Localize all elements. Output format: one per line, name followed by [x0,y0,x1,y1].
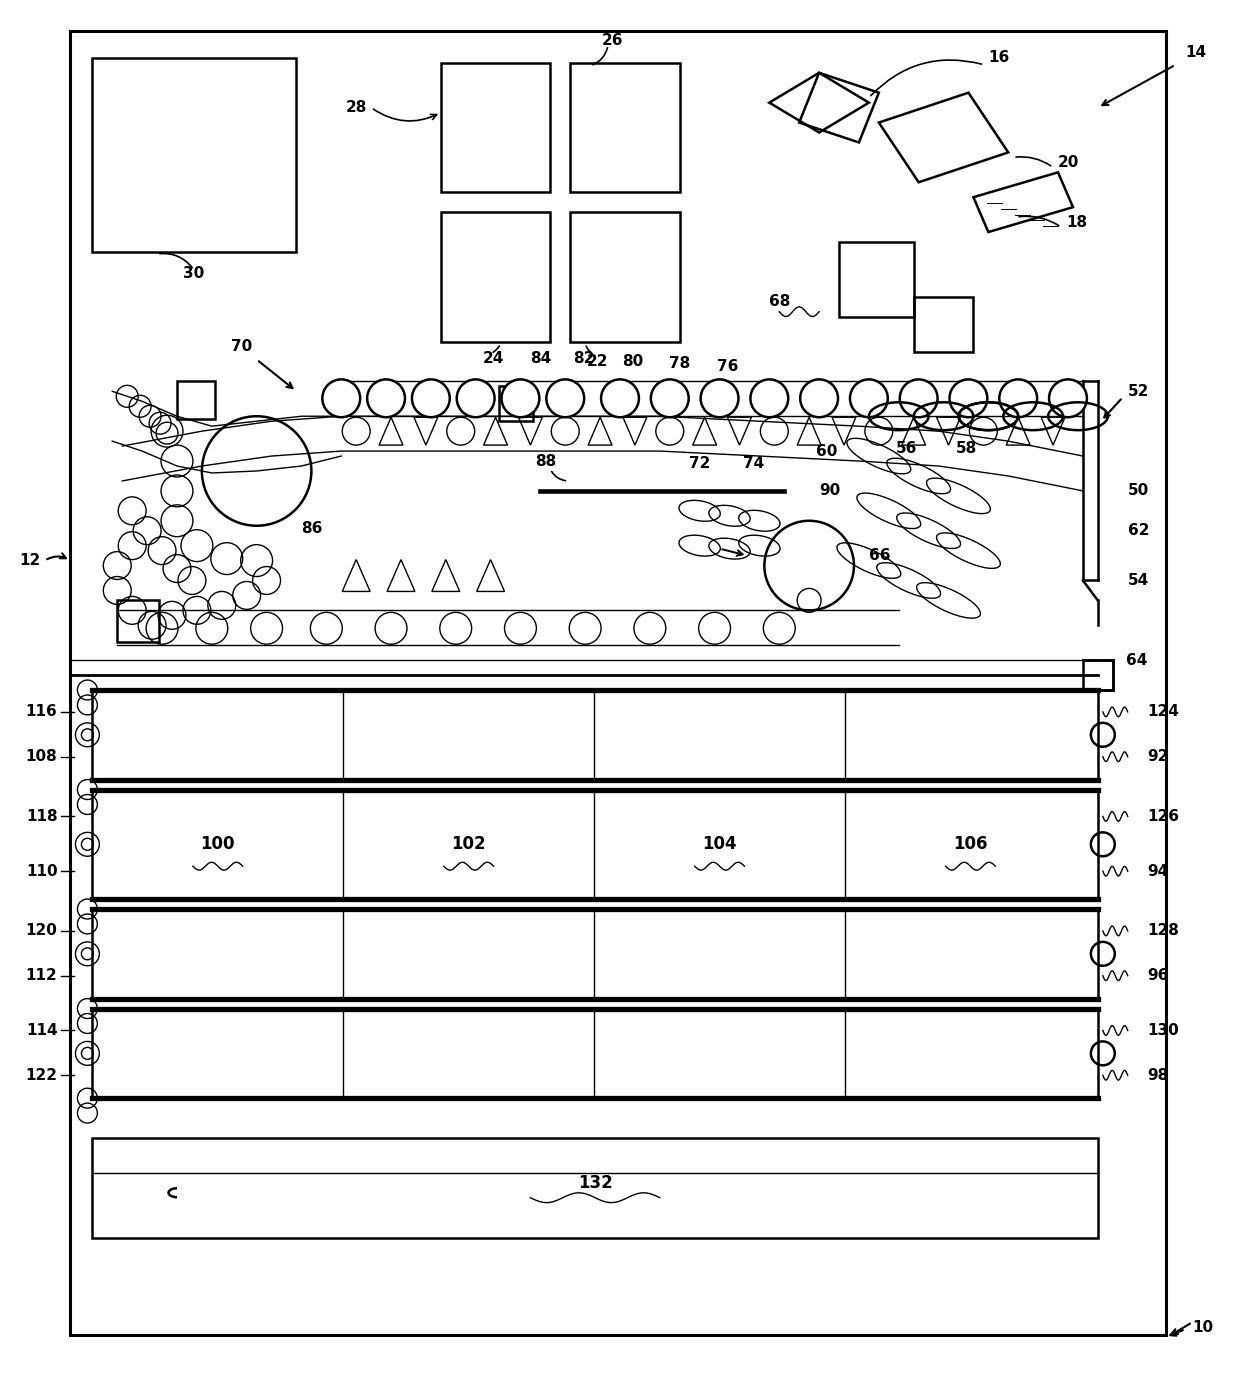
Bar [92,909,1097,998]
Text: 128: 128 [1148,924,1179,939]
Text: 110: 110 [26,863,57,878]
Text: 16: 16 [988,51,1009,65]
Text: 120: 120 [26,924,57,939]
Text: 54: 54 [1127,574,1149,587]
Text: 112: 112 [26,968,57,983]
Bar [914,296,973,352]
Text: 56: 56 [897,440,918,455]
Text: 80: 80 [622,354,644,370]
Bar [92,690,1097,779]
Bar [118,600,159,643]
Text: 18: 18 [1066,215,1087,229]
Text: 78: 78 [670,356,691,371]
Text: 58: 58 [956,440,977,455]
Text: 68: 68 [769,294,790,309]
Text: 122: 122 [26,1067,57,1083]
Text: 86: 86 [301,521,322,536]
Ellipse shape [412,379,450,418]
Ellipse shape [849,379,888,418]
Text: 106: 106 [954,836,988,854]
Bar [177,382,215,419]
Ellipse shape [501,379,539,418]
Text: 114: 114 [26,1023,57,1038]
Text: 10: 10 [1193,1320,1214,1335]
Ellipse shape [900,379,937,418]
Text: 60: 60 [816,444,838,459]
Bar [92,1008,1097,1098]
Text: 98: 98 [1148,1067,1169,1083]
Bar [570,212,680,342]
Text: 102: 102 [451,836,486,854]
Text: 126: 126 [1148,809,1179,823]
Bar [570,63,680,192]
Bar [440,63,551,192]
Ellipse shape [750,379,789,418]
Bar [92,790,1097,899]
Text: 104: 104 [702,836,737,854]
Bar [92,1138,1097,1237]
Text: 64: 64 [1126,652,1147,667]
Text: 84: 84 [529,352,551,365]
Text: 22: 22 [587,354,608,370]
Text: 74: 74 [743,455,764,470]
Text: 30: 30 [184,266,205,281]
Ellipse shape [800,379,838,418]
Text: 28: 28 [346,101,367,114]
Bar [440,212,551,342]
Text: 62: 62 [1127,523,1149,538]
Bar [839,241,914,317]
Text: 50: 50 [1127,484,1149,498]
Ellipse shape [322,379,360,418]
Text: 14: 14 [1185,46,1207,61]
Text: 118: 118 [26,809,57,823]
Text: 96: 96 [1148,968,1169,983]
Bar [71,30,1166,1335]
Text: 124: 124 [1148,705,1179,720]
Text: 26: 26 [601,33,622,48]
Ellipse shape [367,379,405,418]
Text: 76: 76 [717,359,738,374]
Text: 72: 72 [689,455,711,470]
Ellipse shape [547,379,584,418]
Ellipse shape [999,379,1037,418]
Ellipse shape [701,379,739,418]
Bar [498,386,533,421]
Text: 12: 12 [20,553,41,568]
Ellipse shape [456,379,495,418]
Text: 82: 82 [573,352,595,365]
Ellipse shape [601,379,639,418]
Text: 66: 66 [869,547,890,563]
Text: 24: 24 [482,352,505,365]
Ellipse shape [651,379,688,418]
Ellipse shape [950,379,987,418]
Text: 92: 92 [1148,749,1169,764]
Bar [92,58,296,252]
Text: 20: 20 [1058,154,1079,170]
Text: 88: 88 [534,454,556,469]
Text: 94: 94 [1148,863,1169,878]
Text: 52: 52 [1127,383,1149,399]
Text: 90: 90 [820,484,841,498]
Text: 132: 132 [578,1174,613,1191]
Bar [1083,661,1112,690]
Text: 70: 70 [231,339,252,354]
Text: 130: 130 [1148,1023,1179,1038]
Text: 108: 108 [26,749,57,764]
Text: 100: 100 [201,836,236,854]
Text: 116: 116 [26,705,57,720]
Ellipse shape [1049,379,1087,418]
